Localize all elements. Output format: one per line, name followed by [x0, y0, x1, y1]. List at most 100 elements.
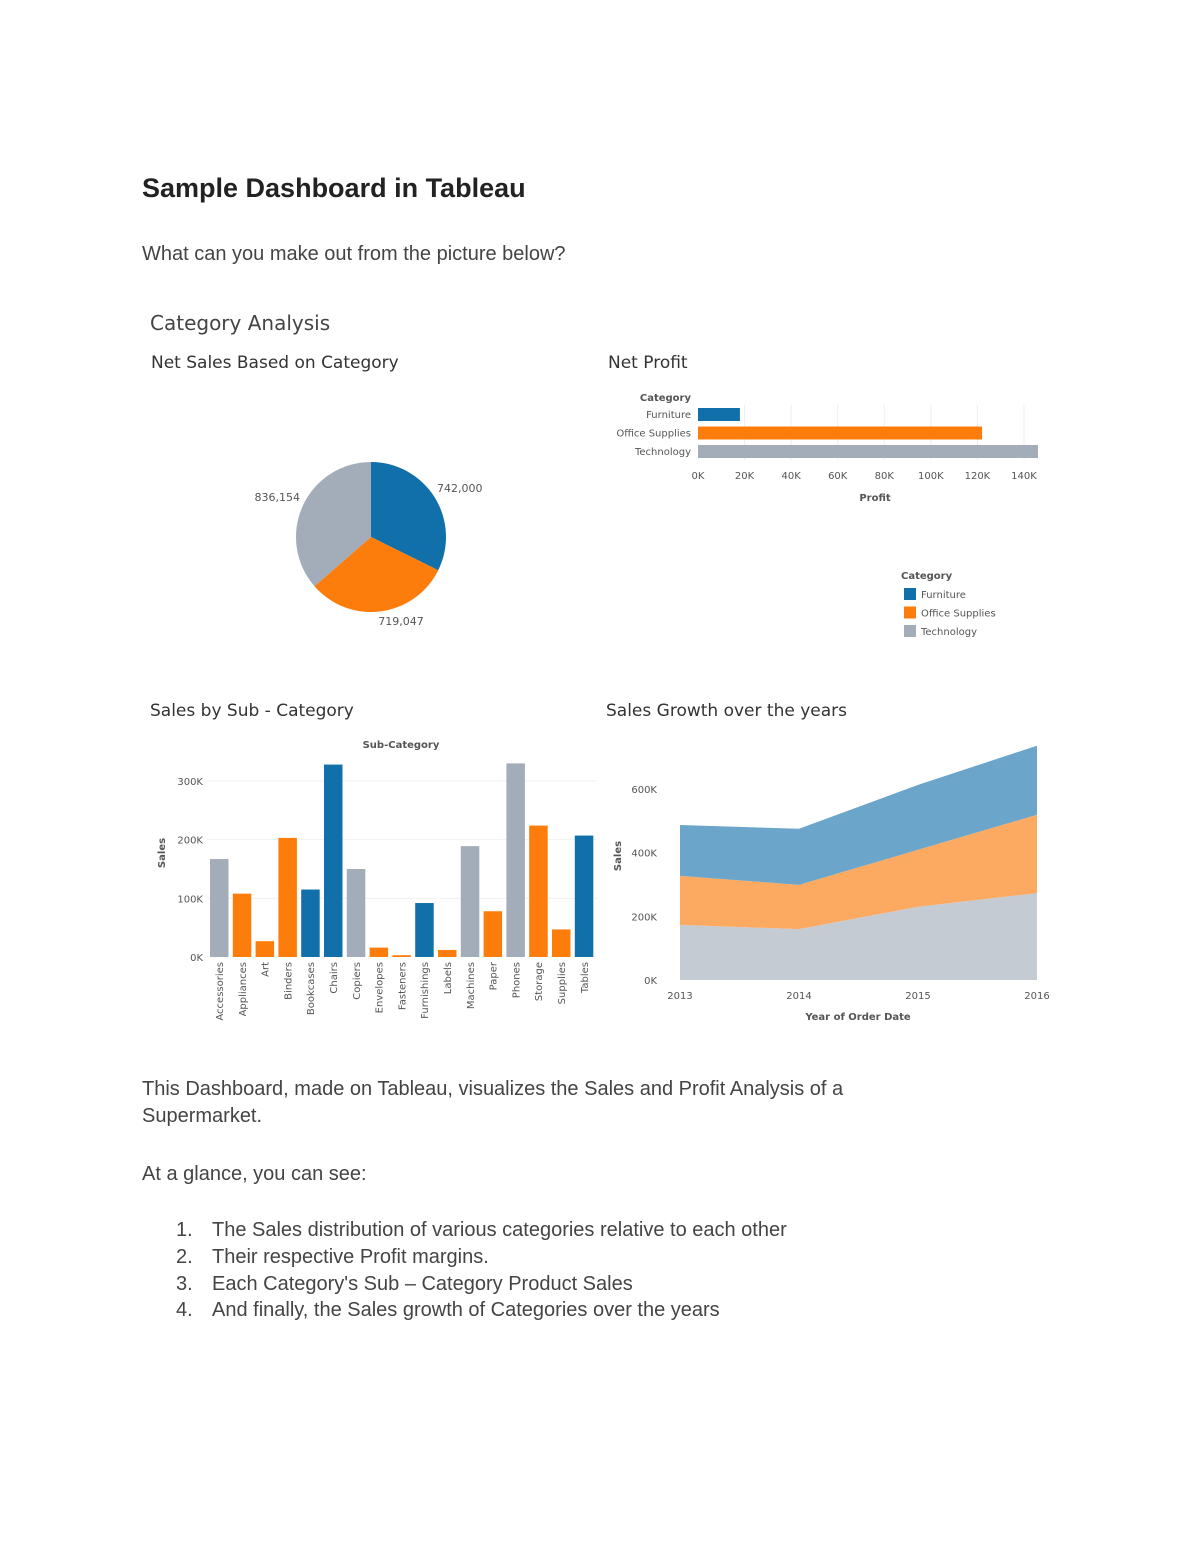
area-office-supplies — [680, 814, 1037, 930]
y-tick-label: 200K — [631, 912, 657, 923]
profit-bar — [698, 408, 740, 421]
y-axis-title: Sales — [613, 841, 624, 871]
subcategory-bar — [301, 889, 320, 957]
x-tick-label: 140K — [1011, 471, 1037, 482]
x-tick-label: 80K — [875, 471, 895, 482]
legend-label: Furniture — [921, 590, 966, 601]
glance-intro: At a glance, you can see: — [142, 1163, 367, 1185]
subcategory-bar — [415, 903, 434, 957]
description-text-cont: Supermarket. — [142, 1105, 263, 1127]
pie-slice-technology — [296, 462, 371, 587]
subcategory-bar — [324, 764, 343, 957]
subcategory-bar — [232, 893, 252, 957]
x-tick-label: Art — [261, 962, 272, 977]
subcategory-bar — [346, 869, 366, 957]
x-tick-label: Phones — [511, 962, 522, 998]
profit-bar — [698, 426, 983, 440]
x-tick-label: 2016 — [1024, 991, 1049, 1002]
pie-label: 742,000 — [437, 482, 483, 495]
y-tick-label: Furniture — [646, 410, 691, 421]
pie-label: 719,047 — [378, 615, 424, 628]
description-text: This Dashboard, made on Tableau, visuali… — [142, 1078, 844, 1100]
list-number: 3. — [176, 1273, 193, 1295]
subcategory-bar — [574, 835, 594, 957]
y-axis-title: Sales — [157, 838, 168, 868]
x-tick-label: Supplies — [557, 962, 568, 1004]
area-furniture — [680, 745, 1037, 885]
pie-slice-furniture — [371, 462, 446, 571]
subcategory-bar — [369, 947, 389, 957]
subcategory-bar — [255, 941, 275, 957]
legend-swatch — [904, 625, 916, 637]
list-text: Each Category's Sub – Category Product S… — [212, 1273, 633, 1295]
x-axis-title: Profit — [859, 493, 891, 504]
x-tick-label: 40K — [781, 471, 801, 482]
x-tick-label: 0K — [692, 471, 705, 482]
x-tick-label: 120K — [965, 471, 991, 482]
list-text: And finally, the Sales growth of Categor… — [212, 1299, 720, 1321]
list-text: Their respective Profit margins. — [212, 1246, 489, 1268]
x-tick-label: Copiers — [352, 962, 363, 1000]
subcategory-bar — [529, 825, 548, 957]
y-tick-label: Technology — [634, 447, 691, 458]
y-tick-label: Office Supplies — [616, 429, 691, 440]
x-tick-label: Appliances — [238, 962, 249, 1016]
y-tick-label: 600K — [631, 785, 657, 796]
x-tick-label: 2014 — [786, 991, 811, 1002]
list-number: 1. — [176, 1219, 193, 1241]
subcategory-bar — [392, 955, 411, 957]
x-tick-label: Storage — [534, 962, 545, 1001]
x-axis-title: Year of Order Date — [804, 1012, 911, 1023]
x-tick-label: Labels — [443, 962, 454, 994]
x-tick-label: Furnishings — [420, 962, 431, 1019]
legend-label: Technology — [920, 627, 977, 638]
subcategory-bar — [438, 949, 457, 957]
area-technology — [680, 893, 1037, 980]
document-title: Sample Dashboard in Tableau — [142, 173, 526, 203]
pie-label: 836,154 — [255, 491, 301, 504]
axis-header: Category — [640, 393, 692, 404]
x-tick-label: 100K — [918, 471, 944, 482]
x-tick-label: 2013 — [667, 991, 692, 1002]
y-tick-label: 0K — [644, 976, 657, 987]
x-tick-label: 60K — [828, 471, 848, 482]
subcategory-bar — [483, 911, 503, 957]
subcategory-bar — [506, 763, 525, 957]
x-tick-label: Accessories — [215, 962, 226, 1021]
pie-slice-office-supplies — [314, 537, 439, 612]
dashboard-charts: 742,000 719,047 836,154 0K 20K 40K 60K 80K 100K 1… — [157, 393, 1050, 1023]
x-tick-label: Chairs — [329, 962, 340, 994]
subcategory-chart-title: Sales by Sub - Category — [150, 701, 354, 721]
legend-title: Category — [901, 571, 953, 582]
pie-chart-title: Net Sales Based on Category — [151, 353, 399, 373]
subcategory-bar — [210, 859, 229, 957]
x-tick-label: Machines — [466, 962, 477, 1009]
y-tick-label: 200K — [177, 836, 203, 847]
y-tick-label: 300K — [177, 777, 203, 788]
legend-swatch — [904, 606, 916, 619]
question-text: What can you make out from the picture b… — [142, 243, 566, 265]
x-tick-label: Fasteners — [397, 962, 408, 1010]
growth-chart-title: Sales Growth over the years — [606, 701, 847, 721]
y-tick-label: 0K — [190, 953, 203, 964]
x-tick-label: 2015 — [905, 991, 930, 1002]
axis-header: Sub-Category — [363, 740, 440, 751]
x-tick-label: 20K — [735, 471, 755, 482]
profit-bar — [698, 445, 1038, 458]
profit-chart-title: Net Profit — [608, 353, 688, 373]
x-tick-label: Binders — [283, 962, 294, 1000]
list-number: 4. — [176, 1299, 193, 1321]
x-tick-label: Bookcases — [306, 962, 317, 1015]
legend-label: Office Supplies — [921, 609, 996, 620]
list-number: 2. — [176, 1246, 193, 1268]
y-tick-label: 100K — [177, 894, 203, 905]
x-tick-label: Envelopes — [375, 962, 386, 1013]
list-text: The Sales distribution of various catego… — [212, 1219, 787, 1241]
subcategory-bar — [552, 929, 571, 957]
dashboard-title: Category Analysis — [150, 311, 331, 335]
subcategory-bar — [278, 837, 297, 957]
x-tick-label: Paper — [489, 961, 500, 990]
y-tick-label: 400K — [631, 849, 657, 860]
legend-swatch — [904, 588, 916, 600]
subcategory-bar — [460, 846, 480, 957]
